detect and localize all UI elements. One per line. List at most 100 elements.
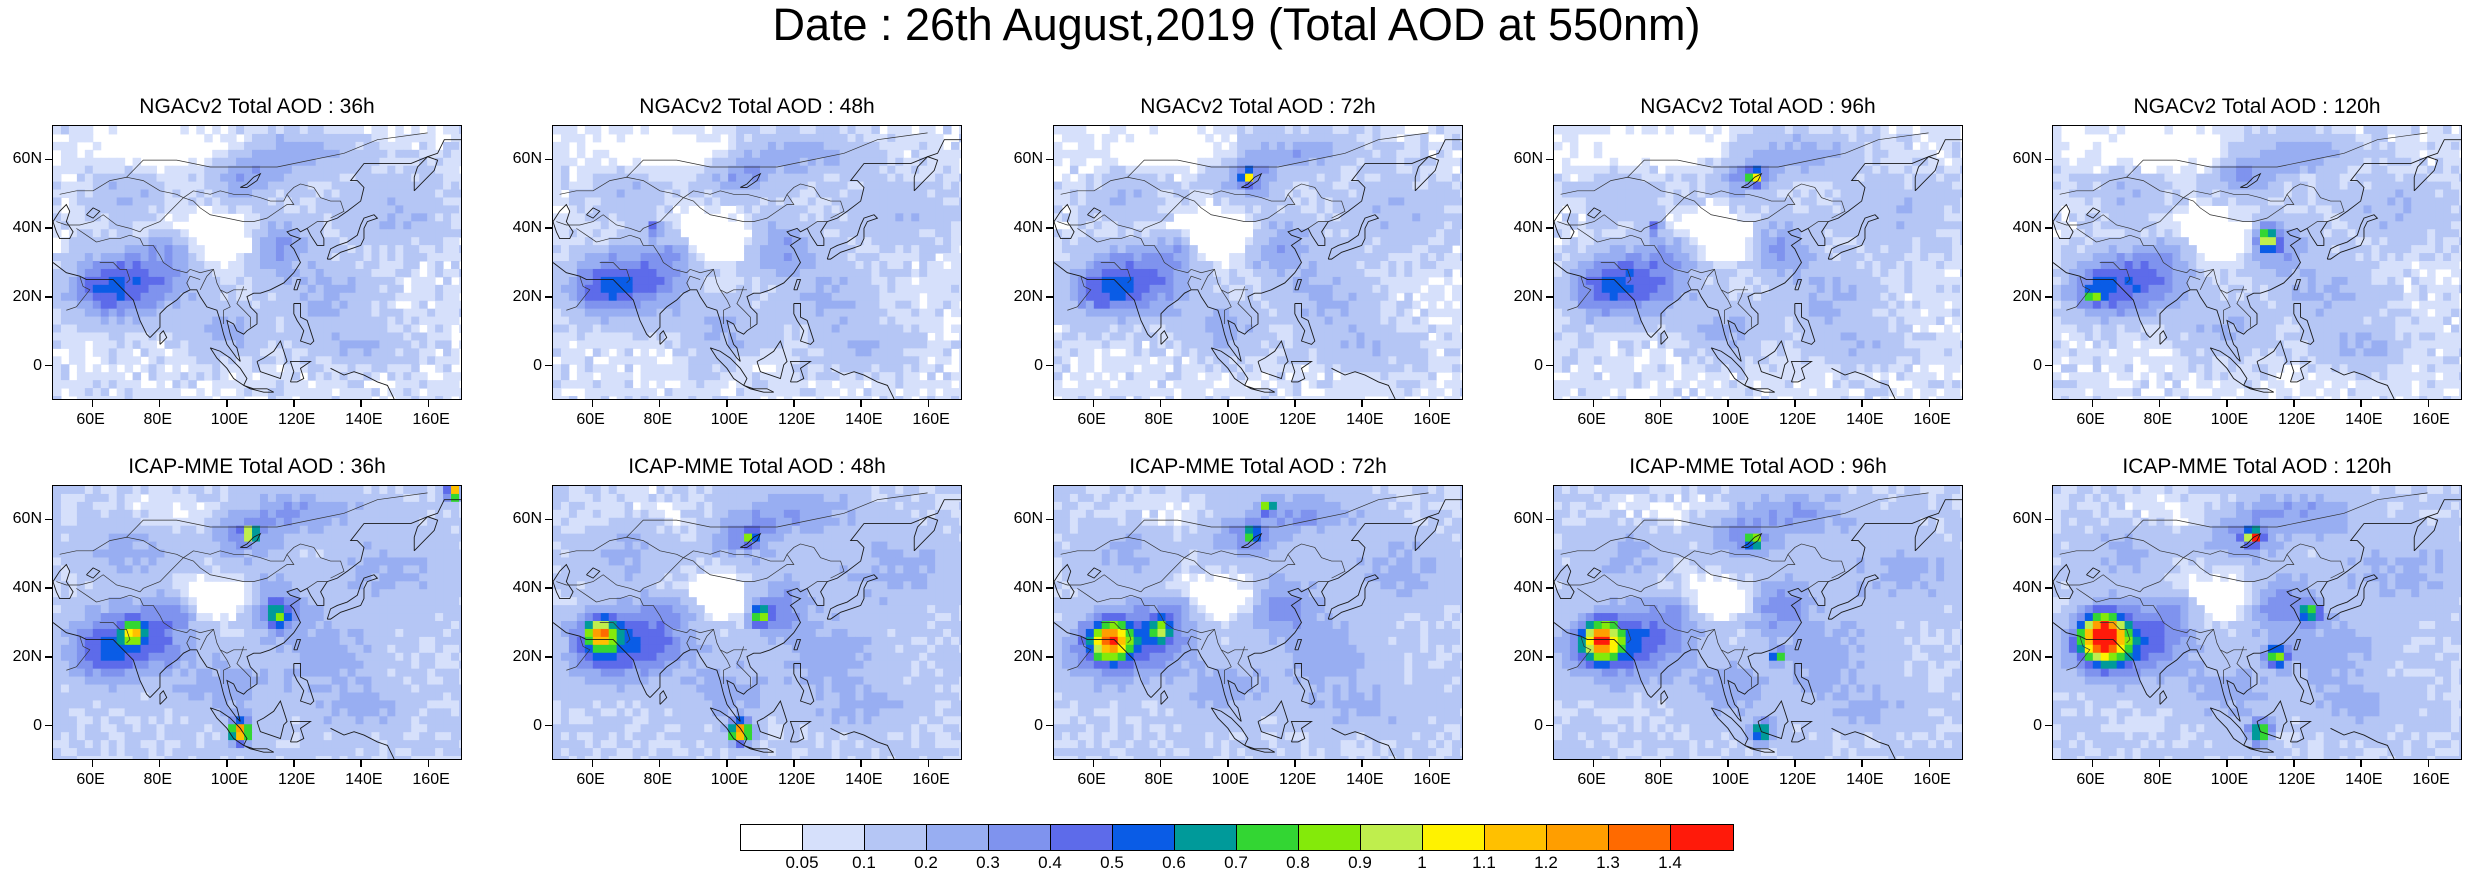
lon-tick-mark xyxy=(1227,760,1229,767)
lat-tick-mark xyxy=(1546,587,1553,589)
lon-tick-label: 140E xyxy=(1846,771,1884,788)
lat-tick-label: 20N xyxy=(1013,287,1043,305)
lat-tick-mark xyxy=(1546,158,1553,161)
lon-tick-label: 160E xyxy=(912,771,950,788)
map-panel xyxy=(1053,125,1463,400)
lon-tick-mark xyxy=(793,760,795,767)
lon-tick-mark xyxy=(158,400,161,407)
lat-tick-mark xyxy=(1546,364,1553,367)
colorbar xyxy=(740,824,1734,851)
lon-tick-label: 140E xyxy=(845,771,883,788)
lon-tick-mark xyxy=(793,400,795,407)
lat-tick-label: 0 xyxy=(1034,716,1043,734)
lon-tick-mark xyxy=(2293,760,2295,767)
lat-tick-mark xyxy=(1546,656,1553,658)
panel-title: NGACv2 Total AOD : 48h xyxy=(639,95,875,118)
lat-tick-mark xyxy=(1046,296,1053,298)
lat-tick-mark xyxy=(2045,227,2052,229)
aod-field xyxy=(53,126,461,399)
country-borders xyxy=(56,132,428,328)
lat-tick-label: 20N xyxy=(512,287,542,305)
lat-tick-label: 60N xyxy=(1513,510,1543,528)
lat-tick-label: 40N xyxy=(512,579,542,597)
lon-tick-label: 120E xyxy=(1278,411,1317,428)
lon-tick-mark xyxy=(658,760,661,767)
lon-tick-mark xyxy=(927,760,930,767)
aod-field xyxy=(553,486,961,759)
lon-tick-label: 120E xyxy=(1778,411,1817,428)
lat-tick-mark xyxy=(45,656,52,658)
aod-field xyxy=(1554,126,1962,399)
lon-tick-mark xyxy=(1794,400,1796,407)
panel-title: NGACv2 Total AOD : 96h xyxy=(1640,95,1876,118)
colorbar-swatch xyxy=(1609,825,1671,850)
lon-tick-label: 80E xyxy=(143,411,172,428)
main-title: Date : 26th August,2019 (Total AOD at 55… xyxy=(772,0,1701,50)
lat-tick-mark xyxy=(45,296,52,298)
panel-title: NGACv2 Total AOD : 120h xyxy=(2133,95,2381,118)
colorbar-swatch xyxy=(1237,825,1299,850)
lat-tick-mark xyxy=(1546,518,1553,521)
colorbar-swatch xyxy=(1547,825,1609,850)
lon-tick-mark xyxy=(2226,400,2228,407)
lat-tick-label: 20N xyxy=(2012,647,2042,665)
lon-tick-label: 120E xyxy=(777,771,816,788)
lat-tick-mark xyxy=(1046,656,1053,658)
lat-tick-mark xyxy=(545,296,552,298)
lon-tick-label: 160E xyxy=(2412,771,2450,788)
map-panel xyxy=(552,125,962,400)
lat-tick-label: 40N xyxy=(12,219,42,237)
lat-tick-label: 20N xyxy=(2012,287,2042,305)
lon-tick-label: 80E xyxy=(643,771,672,788)
lon-tick-mark xyxy=(427,760,430,767)
lat-tick-label: 60N xyxy=(12,510,42,528)
map-canvas xyxy=(53,486,461,759)
lon-tick-label: 80E xyxy=(2143,411,2172,428)
lon-tick-label: 100E xyxy=(210,771,249,788)
lat-tick-mark xyxy=(2045,724,2052,727)
lon-tick-mark xyxy=(2158,760,2161,767)
lon-tick-label: 140E xyxy=(1846,411,1884,428)
lat-tick-mark xyxy=(545,227,552,229)
lat-tick-label: 40N xyxy=(12,579,42,597)
colorbar-label: 0.4 xyxy=(1038,853,1062,872)
colorbar-label: 0.1 xyxy=(852,853,876,872)
lon-tick-mark xyxy=(591,400,594,407)
map-panel xyxy=(1553,125,1963,400)
country-borders xyxy=(1057,132,1429,328)
lon-tick-mark xyxy=(2226,760,2228,767)
panel-title: ICAP-MME Total AOD : 36h xyxy=(128,455,386,478)
lon-tick-label: 60E xyxy=(2076,411,2105,428)
lat-tick-label: 40N xyxy=(1513,579,1543,597)
lon-tick-label: 140E xyxy=(845,411,883,428)
map-canvas xyxy=(1054,486,1462,759)
lat-tick-label: 40N xyxy=(512,219,542,237)
aod-field xyxy=(2053,486,2461,759)
lat-tick-label: 0 xyxy=(33,716,42,734)
lon-tick-mark xyxy=(2091,400,2094,407)
lon-tick-label: 120E xyxy=(2277,411,2316,428)
colorbar-swatch xyxy=(1485,825,1547,850)
lon-tick-mark xyxy=(91,400,94,407)
lat-tick-label: 60N xyxy=(1513,150,1543,168)
country-borders xyxy=(2056,492,2428,688)
lon-tick-mark xyxy=(1861,400,1863,407)
colorbar-swatch xyxy=(989,825,1051,850)
lon-tick-mark xyxy=(2293,400,2295,407)
map-canvas xyxy=(553,126,961,399)
colorbar-swatch xyxy=(1299,825,1361,850)
lon-tick-mark xyxy=(2427,760,2430,767)
lon-tick-mark xyxy=(1428,760,1431,767)
colorbar-label: 1.3 xyxy=(1596,853,1620,872)
colorbar-label: 0.7 xyxy=(1224,853,1248,872)
lat-tick-label: 60N xyxy=(2012,150,2042,168)
lat-tick-mark xyxy=(2045,158,2052,161)
colorbar-swatch xyxy=(803,825,865,850)
lat-tick-label: 60N xyxy=(1013,150,1043,168)
lon-tick-label: 120E xyxy=(277,411,316,428)
country-borders xyxy=(1557,132,1929,328)
lon-tick-label: 140E xyxy=(2345,771,2383,788)
panel-title: NGACv2 Total AOD : 72h xyxy=(1140,95,1376,118)
lon-tick-label: 100E xyxy=(1211,771,1250,788)
lon-tick-mark xyxy=(726,400,728,407)
